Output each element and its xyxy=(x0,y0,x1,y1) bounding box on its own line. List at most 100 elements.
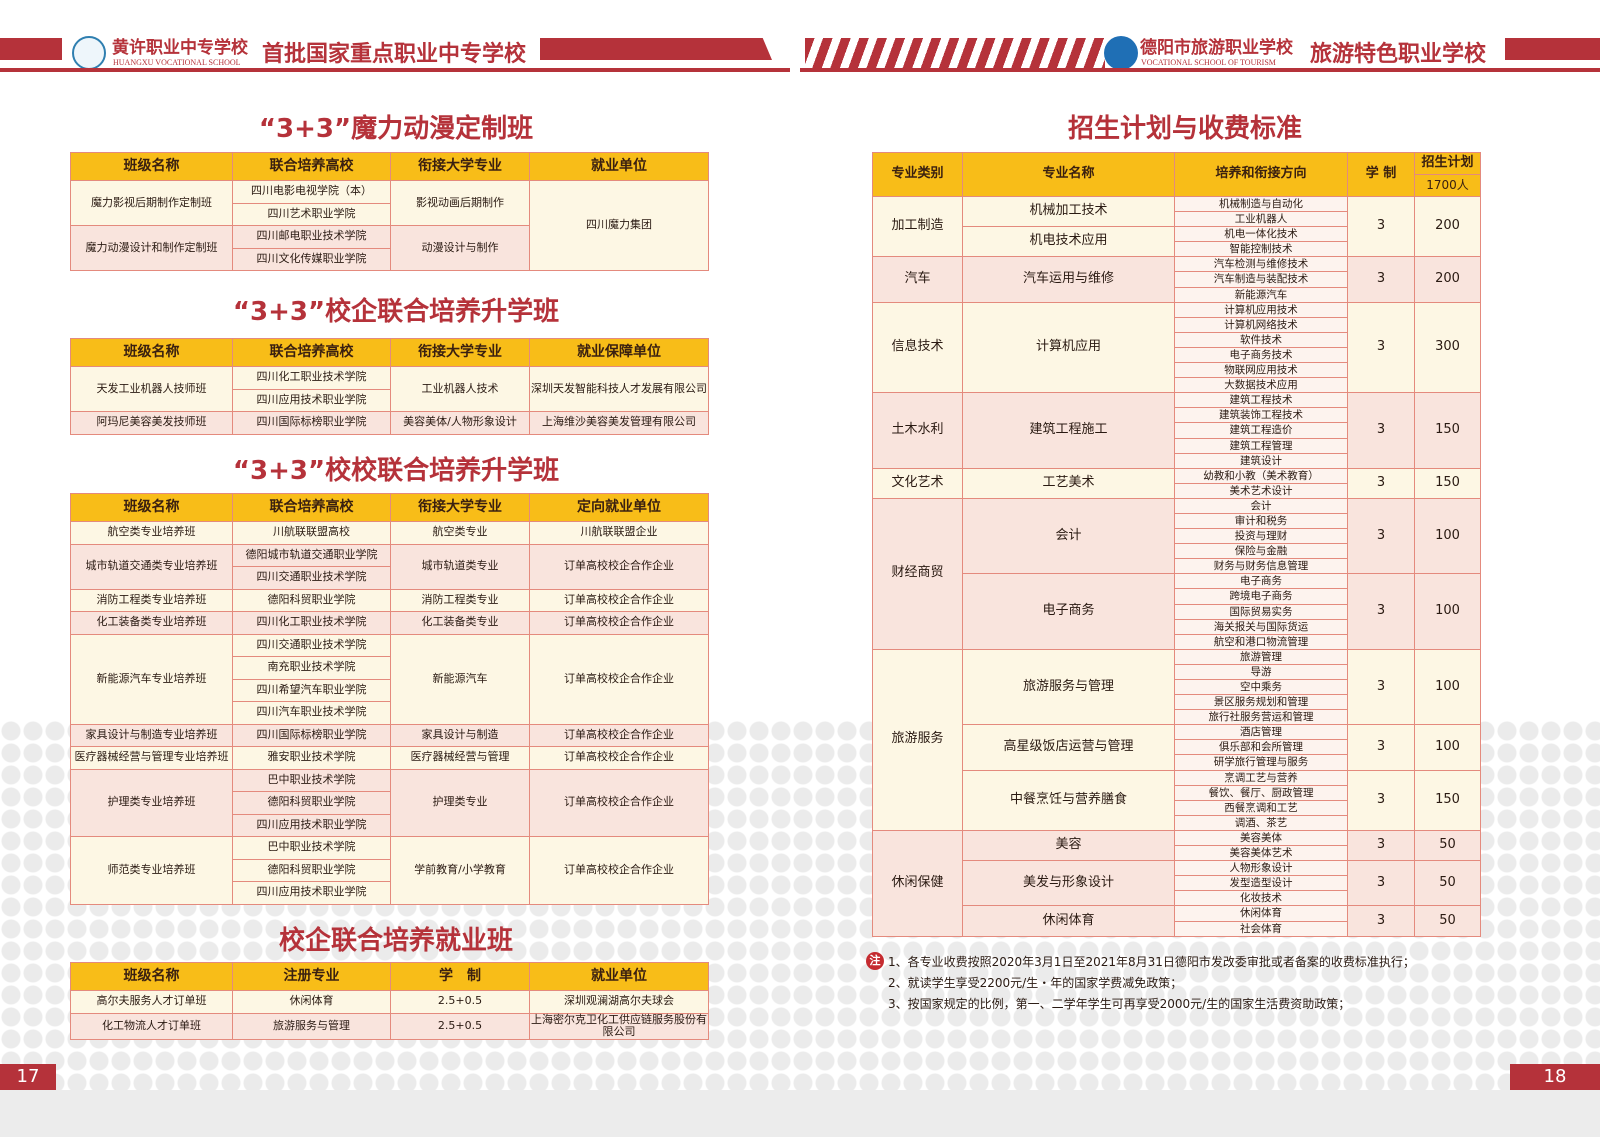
plan: 150 xyxy=(1414,392,1481,469)
footer-band xyxy=(0,1090,1600,1137)
table-row: 土木水利 建筑工程施工 建筑工程技术 3 150 xyxy=(872,392,1481,469)
table-row: 魔力影视后期制作定制班 四川电影电视学院（本） 影视动画后期制作 四川魔力集团 xyxy=(70,180,709,271)
right-slogan: 旅游特色职业学校 xyxy=(1310,42,1487,67)
class-name: 天发工业机器人技师班 xyxy=(70,366,233,412)
school: 旅游服务与管理 xyxy=(232,1012,391,1040)
school: 德阳科贸职业学院 xyxy=(232,791,391,815)
column-header: 就业单位 xyxy=(529,962,709,991)
class-name: 城市轨道交通类专业培养班 xyxy=(70,543,233,590)
table-row: 医疗器械经营与管理专业培养班 雅安职业技术学院 医疗器械经营与管理 订单高校校企合作企… xyxy=(70,746,709,770)
years: 3 xyxy=(1347,497,1415,575)
employer: 深圳观澜湖高尔夫球会 xyxy=(529,990,709,1014)
direction: 软件技术 xyxy=(1174,331,1348,348)
plan: 200 xyxy=(1414,195,1481,258)
years: 3 xyxy=(1347,467,1415,499)
major-name: 高星级饭店运营与管理 xyxy=(962,724,1175,771)
class-name: 阿玛尼美容美发技师班 xyxy=(70,411,233,435)
school: 休闲体育 xyxy=(232,990,391,1014)
direction: 旅行社服务营运和管理 xyxy=(1174,709,1348,726)
major-name: 会计 xyxy=(962,497,1175,575)
header-major: 专业名称 xyxy=(962,152,1175,197)
class-name: 师范类专业培养班 xyxy=(70,836,233,905)
table-row: 信息技术 计算机应用 计算机应用技术 3 300 xyxy=(872,301,1481,394)
column-header: 就业单位 xyxy=(529,152,709,181)
class-name: 护理类专业培养班 xyxy=(70,768,233,837)
direction: 人物形象设计 xyxy=(1174,860,1348,877)
school: 四川国际标榜职业学院 xyxy=(232,723,391,747)
direction: 计算机应用技术 xyxy=(1174,301,1348,318)
category: 财经商贸 xyxy=(872,497,963,650)
direction: 景区服务规划和管理 xyxy=(1174,694,1348,711)
direction: 美术艺术设计 xyxy=(1174,482,1348,499)
column-header: 班级名称 xyxy=(70,338,233,367)
school: 四川应用技术职业学院 xyxy=(232,388,391,412)
major: 2.5+0.5 xyxy=(390,1012,530,1040)
school: 四川文化传媒职业学院 xyxy=(232,247,391,271)
column-header: 就业保障单位 xyxy=(529,338,709,367)
table-row: 城市轨道交通类专业培养班 德阳城市轨道交通职业学院 城市轨道类专业 订单高校校企合作企… xyxy=(70,543,709,590)
employer: 订单高校校企合作企业 xyxy=(529,723,709,747)
column-header: 定向就业单位 xyxy=(529,493,709,522)
table-row: 旅游服务 旅游服务与管理 旅游管理 3 100 xyxy=(872,648,1481,831)
section-title: “3+3”校校联合培养升学班 xyxy=(232,456,560,486)
table-row: 汽车 汽车运用与维修 汽车检测与维修技术 3 200 xyxy=(872,256,1481,303)
header-years: 学 制 xyxy=(1347,152,1415,197)
employer: 订单高校校企合作企业 xyxy=(529,768,709,837)
class-table: 班级名称 联合培养高校 衔接大学专业 就业保障单位 天发工业机器人技师班 四川化工职业技术… xyxy=(70,338,709,435)
direction: 建筑工程管理 xyxy=(1174,437,1348,454)
table-row: 美发与形象设计 人物形象设计 3 50 xyxy=(872,860,1481,907)
school: 四川应用技术职业学院 xyxy=(232,813,391,837)
major-name: 计算机应用 xyxy=(962,301,1175,394)
direction: 旅游管理 xyxy=(1174,648,1348,665)
table-row: 新能源汽车专业培养班 四川交通职业技术学院 新能源汽车 订单高校校企合作企业 xyxy=(70,633,709,725)
direction: 新能源汽车 xyxy=(1174,286,1348,303)
direction: 空中乘务 xyxy=(1174,678,1348,696)
direction: 工业机器人 xyxy=(1174,211,1348,228)
left-school-en: HUANGXU VOCATIONAL SCHOOL xyxy=(113,58,241,67)
header-bar xyxy=(0,38,62,60)
table-row: 财经商贸 会计 会计 3 100 xyxy=(872,497,1481,650)
table-row: 休闲保健 美容 美容美体 3 50 xyxy=(872,829,1481,937)
class-table: 班级名称 联合培养高校 衔接大学专业 就业单位 魔力影视后期制作定制班 四川电影电视学院（… xyxy=(70,152,709,271)
major-name: 建筑工程施工 xyxy=(962,392,1175,469)
page-number-left: 17 xyxy=(0,1064,56,1090)
direction: 电子商务 xyxy=(1174,573,1348,590)
plan: 100 xyxy=(1414,724,1481,771)
direction: 研学旅行管理与服务 xyxy=(1174,754,1348,771)
direction: 电子商务技术 xyxy=(1174,346,1348,364)
column-header: 衔接大学专业 xyxy=(390,493,530,522)
major-name: 中餐烹饪与营养膳食 xyxy=(962,769,1175,831)
years: 3 xyxy=(1347,829,1415,862)
column-header: 联合培养高校 xyxy=(232,493,391,522)
category: 文化艺术 xyxy=(872,467,963,499)
category: 加工制造 xyxy=(872,195,963,258)
employer: 上海维沙美容美发管理有限公司 xyxy=(529,411,709,435)
major: 家具设计与制造 xyxy=(390,723,530,747)
column-header: 联合培养高校 xyxy=(232,338,391,367)
plan: 150 xyxy=(1414,467,1481,499)
years: 3 xyxy=(1347,724,1415,771)
school: 巴中职业技术学院 xyxy=(232,836,391,860)
plan-total: 1700人 xyxy=(1414,174,1481,197)
category: 土木水利 xyxy=(872,392,963,469)
right-school-name: 德阳市旅游职业学校 xyxy=(1140,38,1293,58)
school: 四川汽车职业技术学院 xyxy=(232,701,391,725)
school: 四川化工职业技术学院 xyxy=(232,366,391,390)
major: 消防工程类专业 xyxy=(390,588,530,612)
direction: 建筑工程技术 xyxy=(1174,392,1348,409)
category: 休闲保健 xyxy=(872,829,963,937)
direction: 俱乐部和会所管理 xyxy=(1174,739,1348,756)
note-2: 2、就读学生享受2200元/生・年的国家学费减免政策； xyxy=(888,976,1183,990)
employer: 深圳天发智能科技人才发展有限公司 xyxy=(529,366,709,412)
school: 德阳科贸职业学院 xyxy=(232,858,391,882)
major-name: 旅游服务与管理 xyxy=(962,648,1175,726)
plan: 50 xyxy=(1414,905,1481,937)
header-bar xyxy=(540,38,772,60)
years: 3 xyxy=(1347,860,1415,907)
header-line xyxy=(800,68,1600,72)
category: 信息技术 xyxy=(872,301,963,394)
table-row: 加工制造 机械加工技术 机械制造与自动化 3 200 xyxy=(872,195,1481,258)
class-name: 高尔夫服务人才订单班 xyxy=(70,990,233,1014)
employer: 订单高校校企合作企业 xyxy=(529,588,709,612)
school: 德阳科贸职业学院 xyxy=(232,588,391,612)
